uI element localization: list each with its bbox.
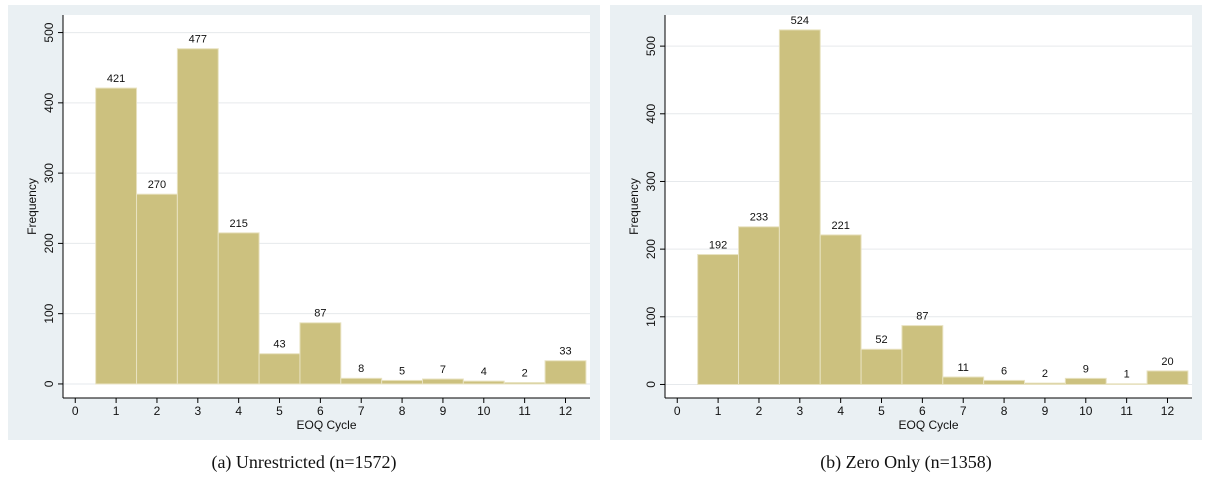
bar	[1146, 370, 1189, 385]
y-axis-label: Frequency	[25, 178, 39, 235]
x-tick-label: 6	[317, 404, 324, 418]
value-label: 5	[399, 365, 405, 377]
value-label: 221	[831, 220, 849, 232]
x-tick-label: 7	[358, 404, 365, 418]
value-label: 192	[709, 239, 727, 251]
caption: (a) Unrestricted (n=1572)	[211, 452, 396, 473]
bar	[136, 193, 178, 385]
bar	[503, 382, 546, 385]
bar	[422, 378, 464, 385]
y-tick-label: 100	[42, 303, 56, 323]
bar	[217, 232, 260, 385]
x-tick-label: 6	[919, 404, 926, 418]
value-label: 7	[440, 364, 446, 376]
bar	[983, 379, 1026, 385]
caption: (b) Zero Only (n=1358)	[820, 452, 992, 473]
value-label: 1	[1124, 369, 1130, 381]
bar	[299, 322, 342, 385]
value-label: 20	[1161, 356, 1173, 368]
x-tick-label: 3	[194, 404, 201, 418]
bar	[819, 234, 862, 385]
value-label: 8	[358, 363, 364, 375]
y-tick-label: 0	[644, 381, 658, 388]
x-tick-label: 1	[113, 404, 120, 418]
x-tick-label: 2	[756, 404, 763, 418]
x-tick-label: 0	[72, 404, 79, 418]
x-axis-label: EOQ Cycle	[296, 418, 356, 432]
x-tick-label: 11	[1120, 404, 1133, 418]
x-tick-label: 9	[1042, 404, 1049, 418]
bar	[738, 226, 780, 385]
y-tick-label: 200	[42, 233, 56, 253]
value-label: 87	[314, 308, 326, 320]
x-tick-label: 5	[276, 404, 283, 418]
value-label: 4	[481, 366, 487, 378]
value-label: 43	[273, 339, 285, 351]
value-label: 11	[958, 362, 969, 374]
x-tick-label: 8	[1001, 404, 1008, 418]
y-tick-label: 100	[644, 306, 658, 326]
value-label: 421	[107, 73, 125, 85]
x-tick-label: 7	[960, 404, 967, 418]
bar	[697, 254, 740, 385]
bar	[462, 380, 505, 385]
bar	[381, 379, 424, 385]
bar	[901, 325, 944, 385]
y-tick-label: 500	[644, 36, 658, 56]
bar	[778, 29, 821, 385]
value-label: 233	[750, 212, 768, 224]
value-label: 215	[229, 218, 247, 230]
bar	[340, 377, 383, 385]
x-tick-label: 4	[235, 404, 242, 418]
y-tick-label: 400	[644, 103, 658, 123]
bar	[176, 48, 219, 385]
x-tick-label: 0	[674, 404, 681, 418]
x-tick-label: 3	[796, 404, 803, 418]
x-tick-label: 8	[399, 404, 406, 418]
value-label: 2	[522, 367, 528, 379]
value-label: 6	[1001, 365, 1007, 377]
bar	[860, 348, 903, 385]
x-tick-label: 11	[518, 404, 531, 418]
bar	[1064, 377, 1107, 385]
bar	[1105, 383, 1148, 385]
y-axis-label: Frequency	[627, 178, 641, 235]
bar	[95, 87, 138, 385]
y-tick-label: 400	[42, 93, 56, 113]
x-axis-label: EOQ Cycle	[898, 418, 958, 432]
x-tick-label: 5	[878, 404, 885, 418]
x-tick-label: 12	[1161, 404, 1175, 418]
bar	[258, 353, 301, 385]
x-tick-label: 10	[477, 404, 491, 418]
value-label: 477	[189, 34, 207, 46]
x-tick-label: 4	[837, 404, 844, 418]
value-label: 270	[148, 179, 166, 191]
x-tick-label: 2	[154, 404, 161, 418]
y-tick-label: 300	[42, 163, 56, 183]
value-label: 2	[1042, 368, 1048, 380]
x-tick-label: 10	[1079, 404, 1093, 418]
value-label: 9	[1083, 363, 1089, 375]
value-label: 33	[559, 346, 571, 358]
y-tick-label: 200	[644, 239, 658, 259]
value-label: 524	[791, 15, 809, 27]
value-label: 52	[875, 334, 887, 346]
x-tick-label: 9	[440, 404, 447, 418]
bar	[1024, 382, 1066, 385]
y-tick-label: 0	[42, 380, 56, 387]
x-tick-label: 1	[715, 404, 722, 418]
value-label: 87	[916, 311, 928, 323]
y-tick-label: 500	[42, 22, 56, 42]
bar	[544, 360, 587, 385]
y-tick-label: 300	[644, 171, 658, 191]
x-tick-label: 12	[559, 404, 573, 418]
bar	[942, 376, 985, 385]
